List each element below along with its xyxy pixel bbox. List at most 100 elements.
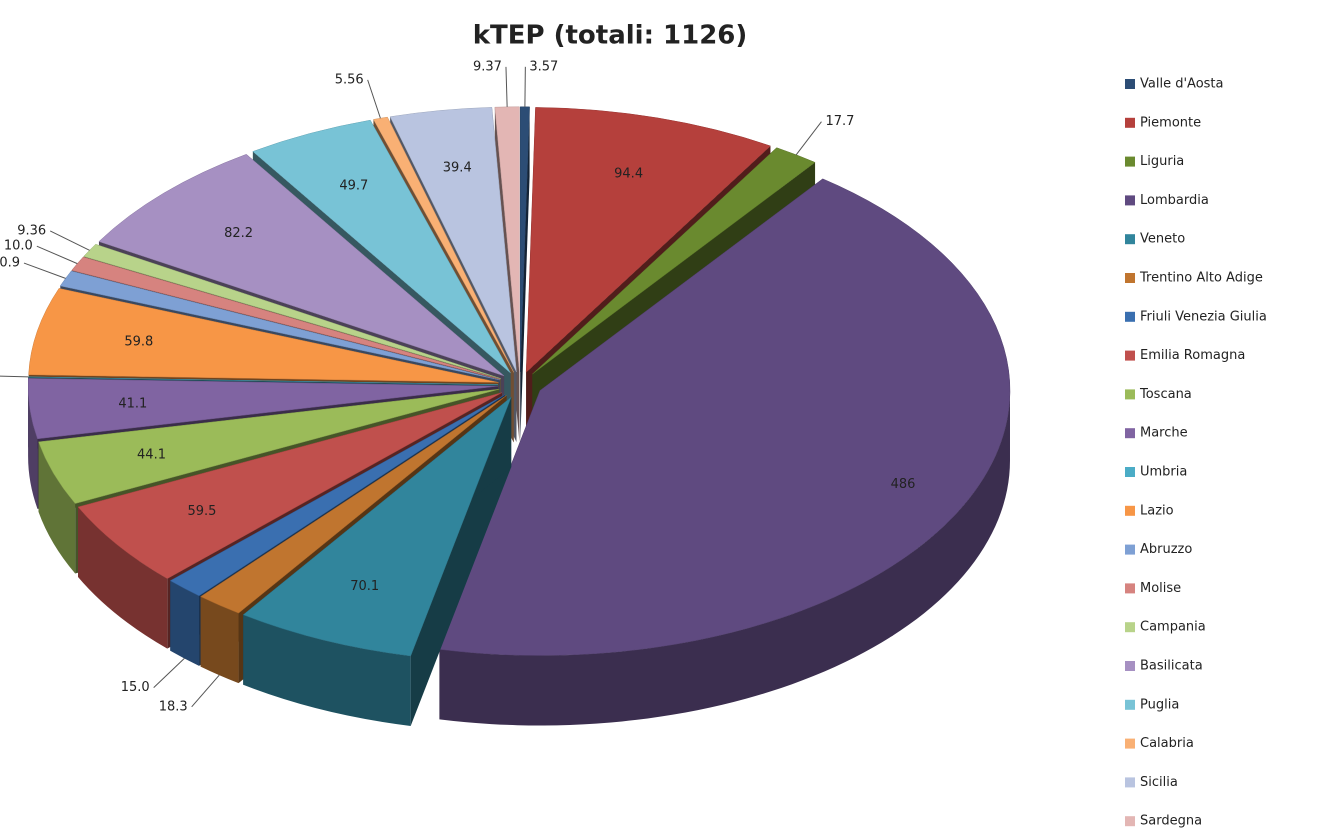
leader-line: [0, 375, 29, 378]
data-label: 486: [891, 477, 916, 492]
slice: [242, 396, 512, 726]
legend-label: Liguria: [1140, 154, 1184, 169]
data-label: 15.0: [121, 680, 150, 695]
legend-swatch: [1125, 79, 1135, 89]
legend-swatch: [1125, 428, 1135, 439]
legend-label: Sicilia: [1140, 775, 1178, 790]
legend-swatch: [1125, 505, 1135, 516]
leader-line: [36, 245, 78, 265]
legend-swatch: [1125, 156, 1135, 167]
slice: [242, 396, 512, 657]
slice-side: [200, 596, 239, 684]
slice: [27, 378, 499, 440]
leader-line: [153, 658, 185, 689]
legend-swatch: [1125, 273, 1135, 283]
slice: [98, 154, 505, 377]
slice: [38, 388, 500, 504]
legend-swatch: [1125, 311, 1135, 322]
legend-label: Umbria: [1140, 465, 1187, 480]
legend-label: Basilicata: [1140, 659, 1203, 674]
legend-swatch: [1125, 350, 1135, 361]
legend-label: Piemonte: [1140, 115, 1201, 130]
legend-swatch: [1125, 622, 1135, 633]
legend-label: Friuli Venezia Giulia: [1140, 309, 1267, 324]
data-label: 41.1: [118, 396, 147, 411]
legend-swatch: [1125, 816, 1135, 827]
data-label: 94.4: [614, 166, 643, 181]
legend-swatch: [1125, 583, 1135, 594]
data-label: 17.7: [825, 114, 854, 129]
data-label: 5.56: [335, 72, 364, 87]
data-label: 59.5: [188, 504, 217, 519]
slice: [59, 270, 500, 381]
legend-label: Molise: [1140, 581, 1181, 596]
data-label: 10.0: [4, 239, 33, 254]
legend-swatch: [1125, 234, 1135, 245]
slice: [389, 107, 517, 373]
slice-side: [170, 580, 200, 666]
legend-label: Lazio: [1140, 503, 1174, 518]
slice: [28, 376, 499, 385]
slice: [200, 395, 507, 614]
legend-label: Puglia: [1140, 697, 1179, 712]
legend-swatch: [1125, 195, 1135, 206]
legend-label: Valle d'Aosta: [1140, 77, 1223, 92]
slice: [373, 116, 514, 373]
legend-label: Calabria: [1140, 736, 1194, 751]
legend-label: Veneto: [1140, 232, 1185, 247]
slice: [525, 107, 771, 373]
slice: [252, 119, 511, 374]
data-label: 9.37: [473, 59, 502, 74]
chart-title: kTEP (totali: 1126): [473, 21, 748, 51]
leader-line: [505, 66, 508, 107]
legend-label: Emilia Romagna: [1140, 348, 1245, 363]
legend-label: Marche: [1140, 426, 1188, 441]
legend-label: Sardegna: [1140, 814, 1202, 829]
data-label: 44.1: [137, 447, 166, 462]
slice: [77, 392, 503, 579]
legend-swatch: [1125, 777, 1135, 788]
slice: [519, 106, 530, 372]
slice: [28, 288, 499, 383]
data-label: 10.9: [0, 256, 20, 271]
legend-label: Campania: [1140, 620, 1206, 635]
data-label: 70.1: [350, 579, 379, 594]
slice: [439, 178, 1011, 726]
data-label: 82.2: [224, 226, 253, 241]
leader-line: [23, 262, 66, 279]
data-label: 59.8: [124, 335, 153, 350]
legend-label: Abruzzo: [1140, 542, 1192, 557]
slice-side: [439, 390, 1010, 726]
leader-line: [49, 230, 90, 251]
data-label: 39.4: [443, 160, 472, 175]
legend-swatch: [1125, 117, 1135, 128]
slice: [494, 106, 520, 372]
slice: [83, 243, 501, 379]
legend-swatch: [1125, 661, 1135, 671]
legend-label: Toscana: [1139, 387, 1192, 402]
slice-side: [38, 441, 76, 574]
data-label: 49.7: [339, 179, 368, 194]
slice: [532, 147, 816, 375]
leader-line: [367, 79, 381, 119]
data-label: 18.3: [159, 699, 188, 714]
legend-swatch: [1125, 467, 1135, 477]
slice-side: [78, 506, 168, 649]
data-label: 3.57: [529, 59, 558, 74]
slice-side: [243, 614, 411, 726]
slice-side: [28, 386, 38, 509]
slice-side: [520, 106, 530, 442]
slice: [439, 178, 1011, 656]
legend-swatch: [1125, 389, 1135, 400]
data-label: 9.36: [17, 223, 46, 238]
leader-line: [795, 121, 822, 156]
legend-label: Lombardia: [1140, 193, 1209, 208]
legend-swatch: [1125, 544, 1135, 555]
leader-line: [191, 674, 220, 708]
pie: [27, 106, 1011, 726]
slice: [519, 106, 530, 442]
legend-label: Trentino Alto Adige: [1139, 271, 1263, 286]
legend-swatch: [1125, 738, 1135, 749]
legend-swatch: [1125, 699, 1135, 710]
